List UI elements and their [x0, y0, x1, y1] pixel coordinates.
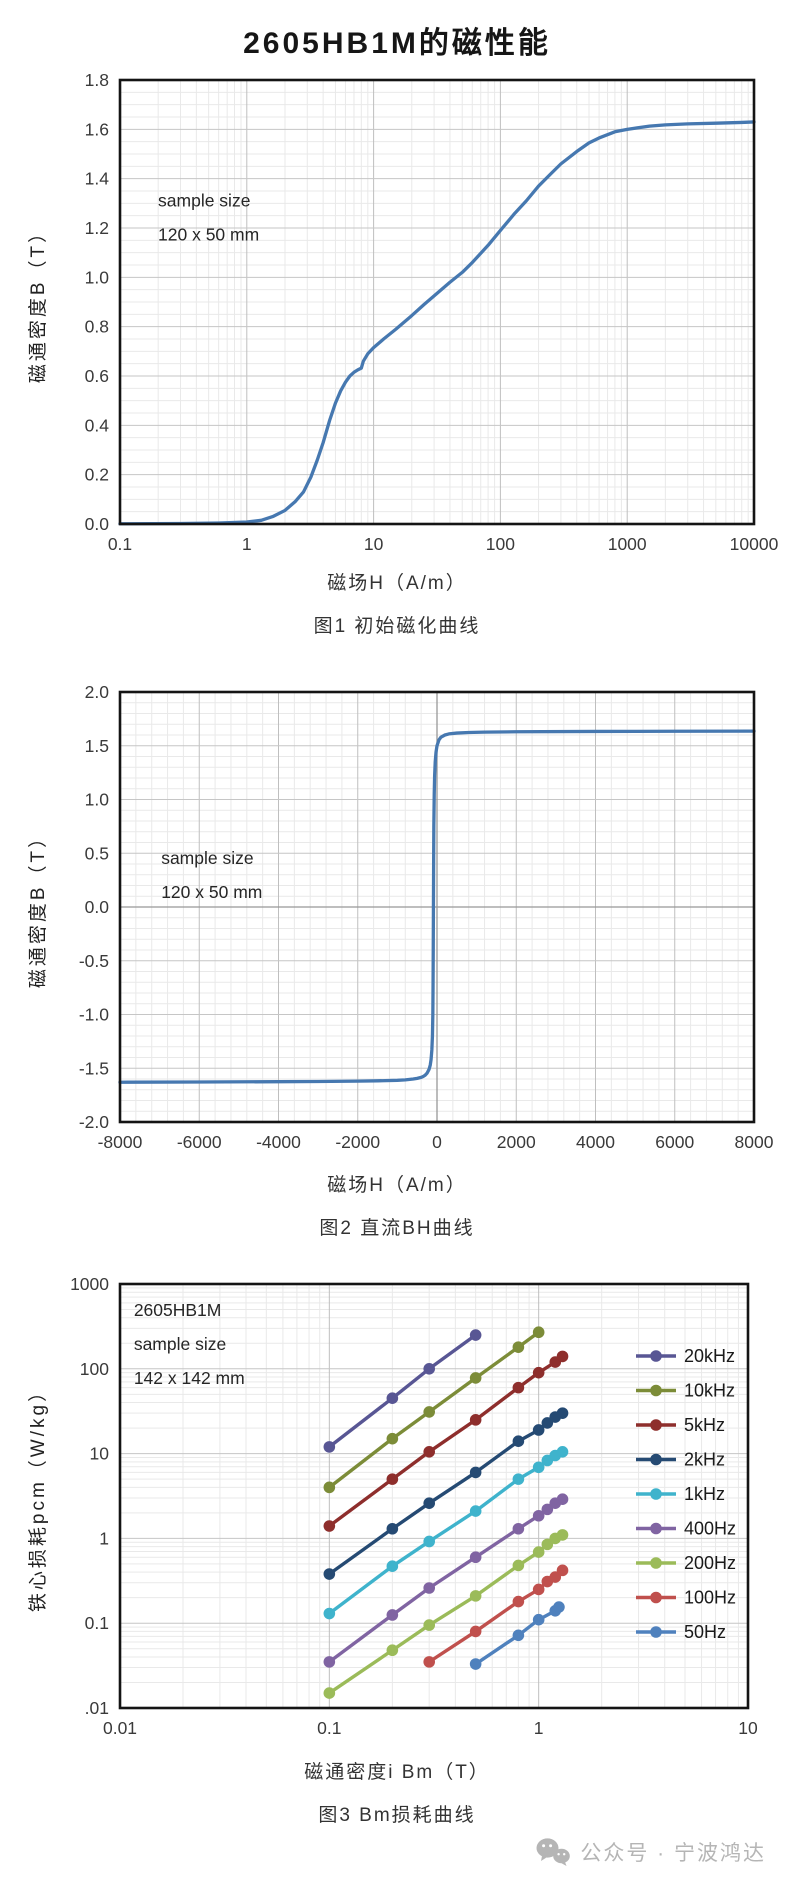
- svg-text:5kHz: 5kHz: [684, 1415, 725, 1435]
- chart1-canvas: sample size 120 x 50 mm 0.1 1 10 100 1000 10000…: [27, 70, 779, 554]
- svg-text:1.2: 1.2: [85, 218, 109, 238]
- svg-text:1.6: 1.6: [85, 119, 109, 139]
- page-title: 2605HB1M的磁性能: [243, 27, 551, 60]
- figure-dc-bh-curve: sample size 120 x 50 mm -8000 -6000 -4000 -20…: [0, 668, 794, 1240]
- chart2-canvas: sample size 120 x 50 mm -8000 -6000 -4000 -20…: [27, 682, 774, 1152]
- svg-text:sample size: sample size: [161, 848, 253, 868]
- svg-text:1.5: 1.5: [85, 736, 109, 756]
- svg-text:0: 0: [432, 1132, 442, 1152]
- svg-text:6000: 6000: [655, 1132, 694, 1152]
- figure-core-loss: 2605HB1M sample size 142 x 142 mm 20kHz 10kH…: [0, 1260, 794, 1827]
- svg-text:1kHz: 1kHz: [684, 1484, 725, 1504]
- svg-text:1.0: 1.0: [85, 267, 110, 287]
- svg-text:-1.0: -1.0: [79, 1005, 109, 1025]
- svg-text:0.1: 0.1: [317, 1718, 341, 1738]
- chart1-caption: 图1 初始磁化曲线: [313, 616, 481, 637]
- svg-text:-4000: -4000: [256, 1132, 301, 1152]
- svg-text:1: 1: [242, 534, 252, 554]
- svg-text:4000: 4000: [576, 1132, 615, 1152]
- svg-text:2.0: 2.0: [85, 682, 110, 702]
- svg-text:0.1: 0.1: [85, 1613, 109, 1633]
- chart1-xaxis-title: 磁场H（A/m）: [327, 573, 467, 594]
- chart3-caption: 图3 Bm损耗曲线: [318, 1805, 476, 1826]
- svg-text:50Hz: 50Hz: [684, 1622, 726, 1642]
- svg-text:.01: .01: [85, 1698, 109, 1718]
- svg-text:-1.5: -1.5: [79, 1058, 109, 1078]
- svg-text:2000: 2000: [497, 1132, 536, 1152]
- svg-text:sample size: sample size: [158, 191, 250, 211]
- svg-text:142 x 142 mm: 142 x 142 mm: [134, 1368, 245, 1388]
- svg-text:2605HB1M: 2605HB1M: [134, 1300, 222, 1320]
- chart2-xaxis-title: 磁场H（A/m）: [327, 1175, 467, 1196]
- svg-text:0.2: 0.2: [85, 465, 109, 485]
- svg-text:20kHz: 20kHz: [684, 1346, 735, 1366]
- wechat-icon: [535, 1837, 571, 1867]
- svg-text:-8000: -8000: [98, 1132, 143, 1152]
- svg-text:0.0: 0.0: [85, 514, 110, 534]
- svg-text:磁通密度B（T）: 磁通密度B（T）: [27, 826, 49, 988]
- svg-text:0.4: 0.4: [85, 415, 110, 435]
- watermark-text: 公众号 · 宁波鸿达: [580, 1842, 766, 1865]
- figure-initial-magnetization: sample size 120 x 50 mm 0.1 1 10 100 1000 10000…: [0, 66, 794, 638]
- chart2-caption: 图2 直流BH曲线: [319, 1218, 475, 1239]
- svg-text:400Hz: 400Hz: [684, 1519, 736, 1539]
- chart3-xaxis-title: 磁通密度i Bm（T）: [304, 1762, 490, 1783]
- svg-text:1: 1: [534, 1718, 544, 1738]
- svg-text:-2000: -2000: [335, 1132, 380, 1152]
- svg-text:1.8: 1.8: [85, 70, 109, 90]
- svg-text:-0.5: -0.5: [79, 951, 109, 971]
- svg-text:0.1: 0.1: [108, 534, 132, 554]
- svg-text:铁心损耗pcm（W/kg）: 铁心损耗pcm（W/kg）: [27, 1380, 49, 1612]
- svg-text:10: 10: [364, 534, 384, 554]
- svg-text:-2.0: -2.0: [79, 1112, 109, 1132]
- svg-text:100: 100: [80, 1359, 109, 1379]
- svg-text:2kHz: 2kHz: [684, 1450, 725, 1470]
- svg-text:10: 10: [90, 1444, 110, 1464]
- svg-text:1.0: 1.0: [85, 790, 110, 810]
- svg-text:10: 10: [738, 1718, 758, 1738]
- svg-text:1000: 1000: [608, 534, 647, 554]
- svg-text:100Hz: 100Hz: [684, 1588, 736, 1608]
- svg-text:10000: 10000: [730, 534, 779, 554]
- svg-text:200Hz: 200Hz: [684, 1553, 736, 1573]
- svg-text:120 x 50 mm: 120 x 50 mm: [158, 225, 259, 245]
- svg-text:8000: 8000: [735, 1132, 774, 1152]
- svg-text:0.8: 0.8: [85, 317, 109, 337]
- svg-text:1.4: 1.4: [85, 169, 110, 189]
- watermark: 公众号 · 宁波鸿达: [0, 1827, 794, 1881]
- svg-text:0.6: 0.6: [85, 366, 109, 386]
- svg-text:10kHz: 10kHz: [684, 1381, 735, 1401]
- svg-text:0.5: 0.5: [85, 843, 109, 863]
- svg-text:100: 100: [486, 534, 515, 554]
- svg-text:0.01: 0.01: [103, 1718, 137, 1738]
- chart3-canvas: 2605HB1M sample size 142 x 142 mm 20kHz 10kH…: [27, 1274, 758, 1738]
- svg-text:sample size: sample size: [134, 1334, 226, 1354]
- svg-text:-6000: -6000: [177, 1132, 222, 1152]
- svg-text:120 x 50 mm: 120 x 50 mm: [161, 882, 262, 902]
- svg-text:磁通密度B（T）: 磁通密度B（T）: [27, 221, 49, 383]
- svg-text:1: 1: [99, 1528, 109, 1548]
- svg-text:0.0: 0.0: [85, 897, 110, 917]
- svg-text:1000: 1000: [70, 1274, 109, 1294]
